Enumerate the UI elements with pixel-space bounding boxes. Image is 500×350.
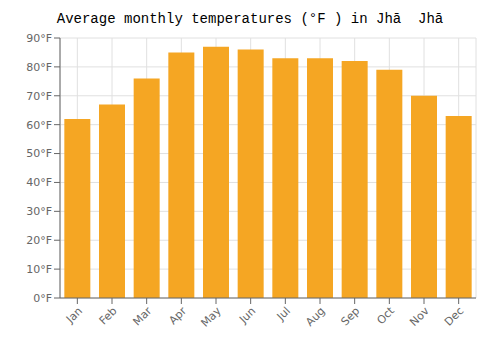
svg-text:Sep: Sep — [338, 304, 362, 328]
svg-text:60°F: 60°F — [26, 119, 52, 132]
svg-text:Apr: Apr — [166, 304, 189, 327]
svg-text:Jan: Jan — [63, 304, 85, 326]
svg-text:Dec: Dec — [442, 304, 466, 328]
svg-text:70°F: 70°F — [26, 90, 52, 103]
svg-text:Oct: Oct — [374, 304, 397, 327]
svg-text:Jun: Jun — [236, 304, 258, 326]
svg-text:Feb: Feb — [97, 304, 120, 327]
svg-text:20°F: 20°F — [26, 234, 52, 247]
svg-text:Jul: Jul — [274, 304, 293, 323]
svg-text:Aug: Aug — [303, 304, 327, 328]
svg-text:Mar: Mar — [130, 304, 154, 328]
svg-text:Nov: Nov — [407, 304, 432, 329]
svg-text:0°F: 0°F — [33, 292, 52, 305]
svg-text:40°F: 40°F — [26, 176, 52, 189]
svg-text:50°F: 50°F — [26, 147, 52, 160]
svg-text:10°F: 10°F — [26, 263, 52, 276]
svg-text:30°F: 30°F — [26, 205, 52, 218]
svg-text:May: May — [198, 304, 224, 330]
html-text:Average monthly temperatures (: Average monthly temperatures (°F ) in Jh… — [56, 11, 444, 27]
svg-text:90°F: 90°F — [26, 32, 52, 45]
svg-text:80°F: 80°F — [26, 61, 52, 74]
